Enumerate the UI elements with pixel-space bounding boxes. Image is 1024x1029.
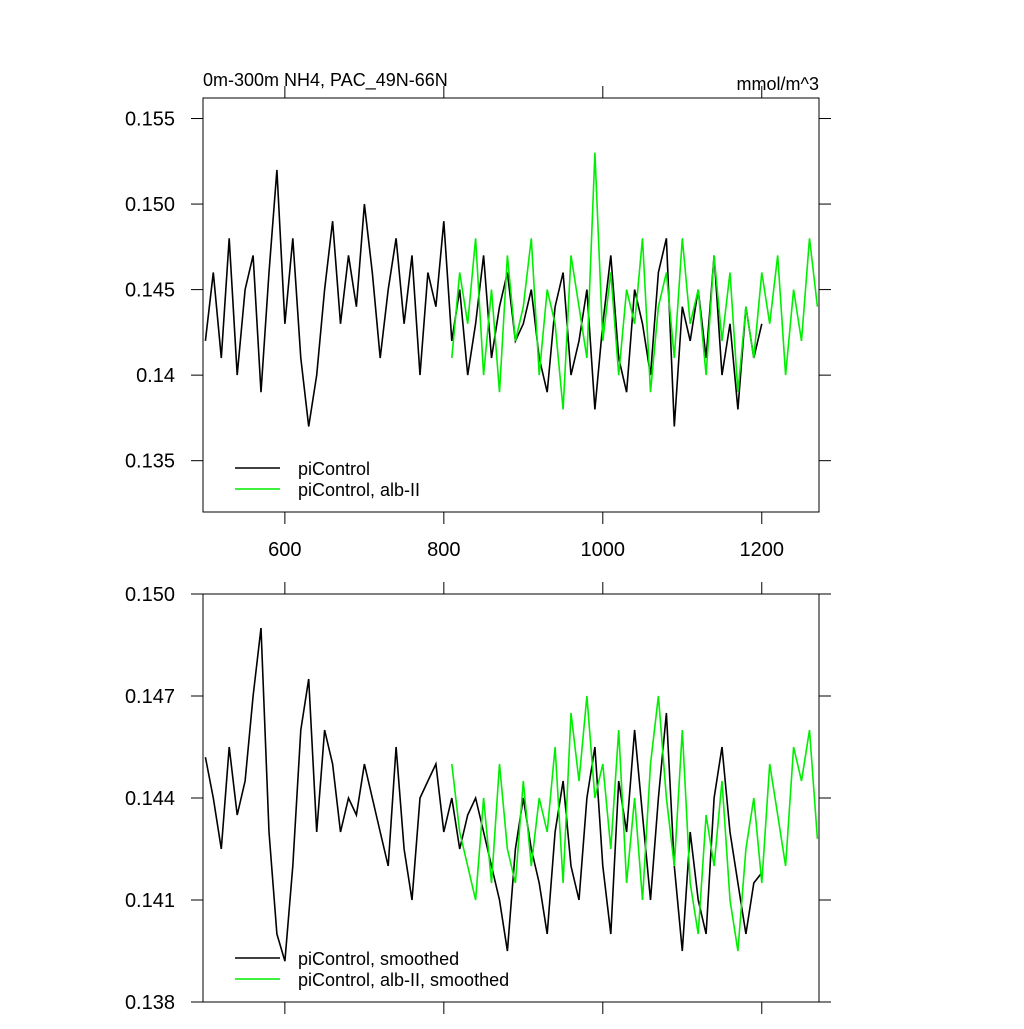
data-line — [204, 627, 763, 962]
chart-title: 0m-300m NH4, PAC_49N-66N — [203, 70, 448, 91]
legend-label: piControl, alb-II — [298, 480, 420, 500]
y-tick-label: 0.141 — [125, 890, 175, 912]
plot-frame — [202, 97, 820, 513]
x-tick-label: 1200 — [740, 539, 785, 561]
y-tick-label: 0.135 — [125, 451, 175, 473]
legend-label: piControl, alb-II, smoothed — [298, 970, 509, 990]
y-tick-label: 0.14 — [136, 365, 175, 387]
y-tick-label: 0.150 — [125, 584, 175, 606]
y-tick-label: 0.144 — [125, 788, 175, 810]
x-tick-label: 600 — [268, 539, 301, 561]
y-tick-label: 0.145 — [125, 280, 175, 302]
units-label: mmol/m^3 — [737, 74, 819, 94]
x-tick-label: 1000 — [581, 539, 626, 561]
y-tick-label: 0.138 — [125, 992, 175, 1014]
y-tick-label: 0.147 — [125, 686, 175, 708]
y-tick-label: 0.155 — [125, 109, 175, 131]
data-line — [451, 152, 819, 410]
legend-label: piControl, smoothed — [298, 949, 459, 969]
data-line — [451, 695, 819, 952]
x-tick-label: 800 — [427, 539, 460, 561]
y-tick-label: 0.150 — [125, 194, 175, 216]
legend-label: piControl — [298, 459, 370, 479]
